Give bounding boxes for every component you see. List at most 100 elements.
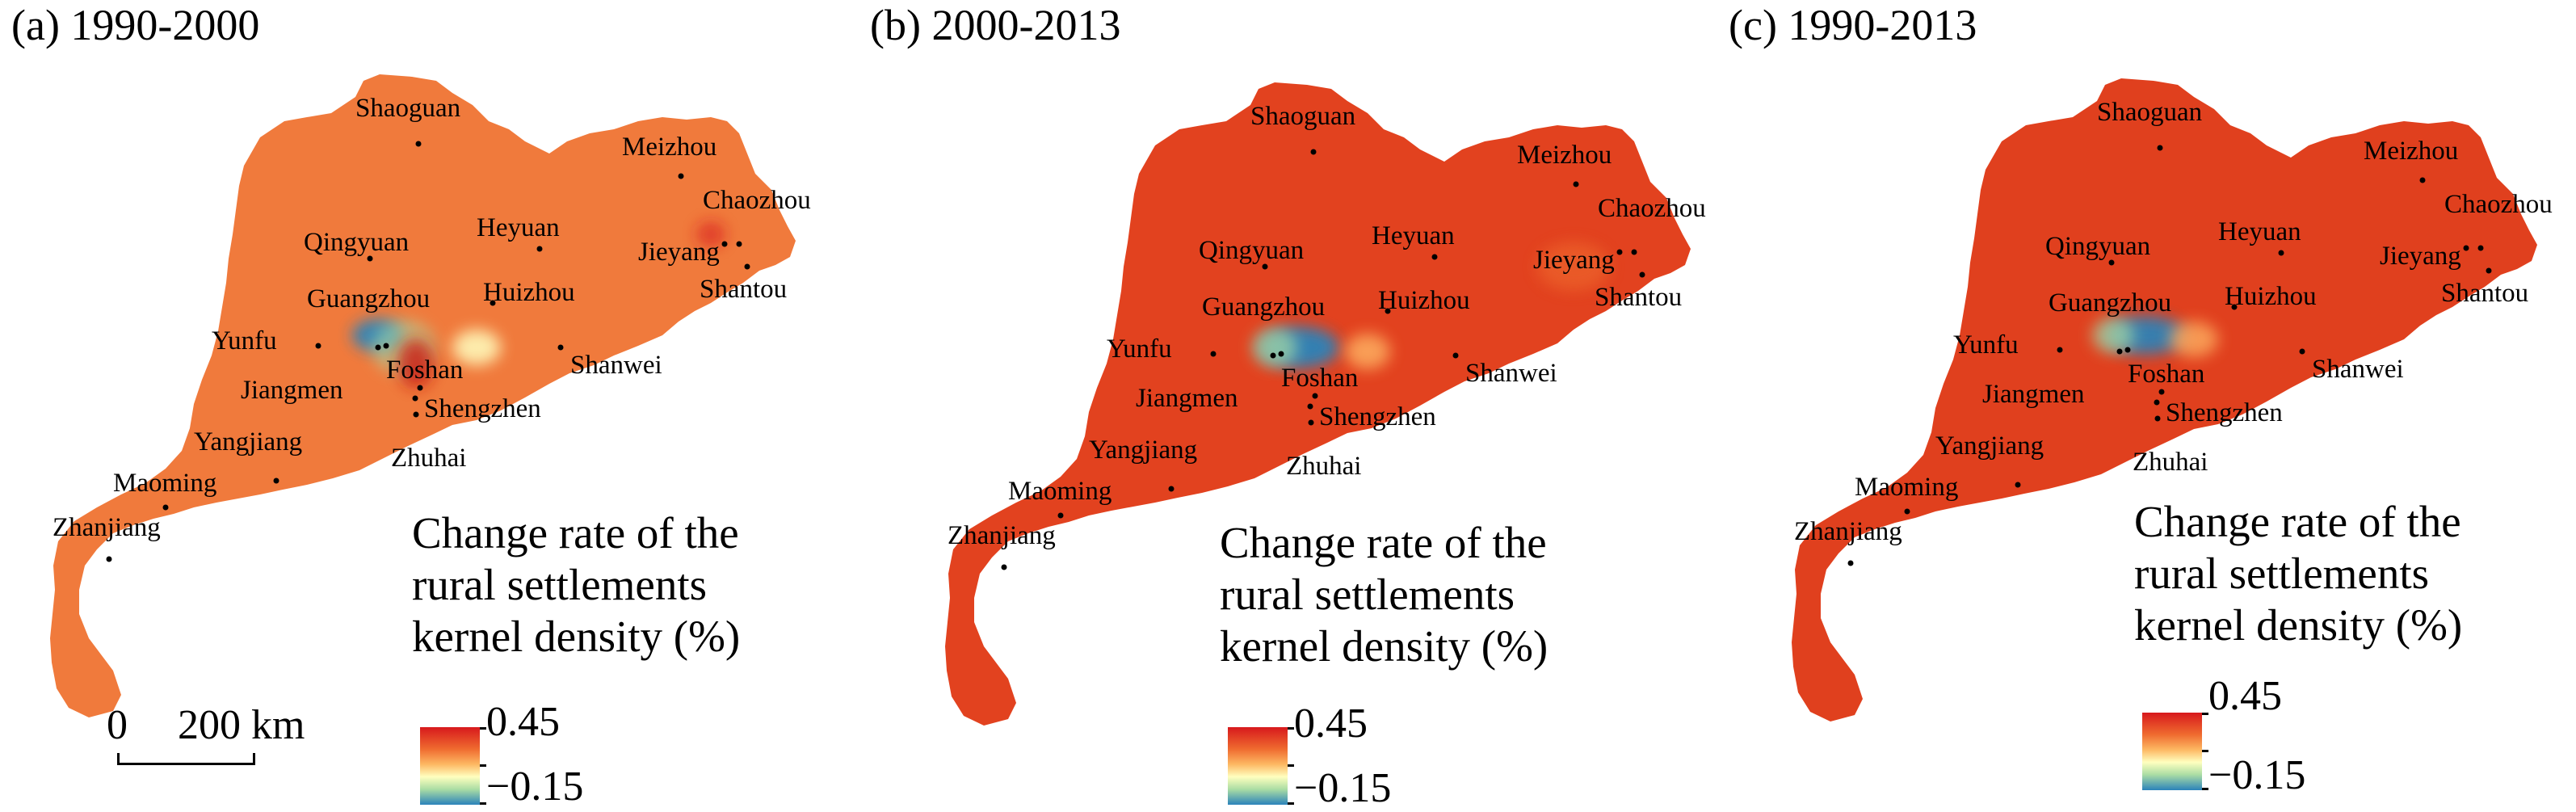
panel-a: (a) 1990-2000 Shaoguan Meizhou Chaozhou Hey… bbox=[0, 0, 859, 810]
city-point-heyuan bbox=[2278, 250, 2284, 256]
city-label-shanwei: Shanwei bbox=[2312, 355, 2404, 384]
legend-min-label: −0.15 bbox=[2208, 752, 2306, 798]
panel-c: (c) 1990-2013 Shaoguan Meizhou Chaozhou Hey… bbox=[1717, 0, 2576, 806]
legend-min-label: −0.15 bbox=[486, 764, 584, 810]
panel-title-a: (a) 1990-2000 bbox=[11, 1, 260, 49]
city-point-heyuan bbox=[1431, 254, 1438, 260]
city-label-huizhou: Huizhou bbox=[1378, 286, 1470, 315]
city-point-jiangmen bbox=[1307, 403, 1313, 410]
city-point-foshan bbox=[1270, 352, 1276, 359]
density-map-b: Shaoguan Meizhou Chaozhou Heyuan Qingyuan Jie… bbox=[945, 82, 1706, 726]
city-label-jieyang: Jieyang bbox=[2380, 242, 2461, 271]
legend-tick-min bbox=[1288, 802, 1294, 805]
legend-max-label: 0.45 bbox=[486, 699, 560, 745]
city-label-zhuhai: Zhuhai bbox=[2133, 448, 2208, 477]
city-point-guangzhou bbox=[383, 343, 389, 349]
city-label-guangzhou: Guangzhou bbox=[307, 284, 430, 313]
city-point-meizhou bbox=[1573, 181, 1579, 187]
legend-tick-min bbox=[2202, 788, 2208, 790]
legend-tick-max bbox=[2202, 713, 2208, 715]
city-label-chaozhou: Chaozhou bbox=[703, 186, 811, 215]
city-label-chaozhou: Chaozhou bbox=[1598, 194, 1706, 223]
map-layer: Shaoguan Meizhou Chaozhou Heyuan Qingyuan Jie… bbox=[50, 74, 811, 717]
city-point-maoming bbox=[162, 504, 169, 511]
legend-max-label: 0.45 bbox=[2208, 673, 2282, 719]
city-label-shaoguan: Shaoguan bbox=[1250, 102, 1355, 131]
city-point-guangzhou bbox=[2124, 347, 2131, 353]
scale-zero-label: 0 bbox=[107, 702, 128, 748]
city-label-jieyang: Jieyang bbox=[1533, 246, 1615, 275]
city-point-zhuhai bbox=[413, 411, 419, 418]
city-point-zhanjiang bbox=[1001, 564, 1007, 570]
city-point-chaozhou bbox=[736, 241, 742, 247]
city-label-maoming: Maoming bbox=[1008, 477, 1112, 506]
map-layer: Shaoguan Meizhou Chaozhou Heyuan Qingyuan Jie… bbox=[1792, 78, 2553, 722]
city-label-qingyuan: Qingyuan bbox=[304, 228, 409, 257]
panel-b: (b) 2000-2013 Shaoguan Meizhou Chaozhou Hey… bbox=[859, 0, 1717, 811]
city-label-meizhou: Meizhou bbox=[1517, 141, 1612, 170]
city-label-zhanjiang: Zhanjiang bbox=[948, 521, 1056, 550]
legend-tick-min bbox=[480, 802, 486, 805]
guangdong-region bbox=[1792, 78, 2537, 722]
city-label-huizhou: Huizhou bbox=[2225, 282, 2317, 311]
city-point-chaozhou bbox=[2477, 245, 2484, 251]
city-label-yangjiang: Yangjiang bbox=[1089, 435, 1197, 465]
legend-tick-mid bbox=[480, 764, 486, 767]
legend-tick-mid bbox=[2202, 750, 2208, 752]
city-label-shaoguan: Shaoguan bbox=[2097, 98, 2202, 127]
legend-title-line1: Change rate of the bbox=[412, 508, 739, 557]
city-label-foshan: Foshan bbox=[386, 356, 463, 385]
legend-title-line2: rural settlements bbox=[2134, 549, 2430, 598]
city-label-meizhou: Meizhou bbox=[2364, 137, 2458, 166]
city-point-yangjiang bbox=[2015, 482, 2021, 488]
city-point-qingyuan bbox=[1262, 263, 1268, 270]
color-ramp bbox=[1228, 727, 1288, 805]
city-point-zhuhai bbox=[2154, 415, 2161, 422]
zhuhai-high-density bbox=[398, 339, 434, 388]
city-label-yangjiang: Yangjiang bbox=[194, 427, 302, 456]
chaoshan-moderate-density bbox=[1537, 242, 1610, 291]
density-hotspots bbox=[352, 221, 725, 388]
city-label-qingyuan: Qingyuan bbox=[2045, 232, 2150, 261]
city-label-chaozhou: Chaozhou bbox=[2444, 190, 2553, 219]
legend-tick-max bbox=[1288, 727, 1294, 730]
city-point-yangjiang bbox=[273, 478, 279, 484]
city-point-shantou bbox=[2486, 267, 2492, 274]
city-label-shanwei: Shanwei bbox=[1465, 359, 1557, 388]
legend-title-line3: kernel density (%) bbox=[1220, 621, 1549, 671]
legend-title-line2: rural settlements bbox=[412, 560, 708, 609]
city-label-yunfu: Yunfu bbox=[1953, 330, 2019, 360]
city-point-zhuhai bbox=[1308, 419, 1314, 426]
scale-line bbox=[117, 753, 255, 765]
legend-title-line3: kernel density (%) bbox=[412, 612, 741, 661]
city-label-huizhou: Huizhou bbox=[483, 278, 575, 307]
city-point-yunfu bbox=[1210, 351, 1217, 357]
city-point-shanwei bbox=[1452, 352, 1459, 359]
guangdong-region bbox=[945, 82, 1691, 726]
city-point-maoming bbox=[1904, 508, 1910, 515]
city-label-yangjiang: Yangjiang bbox=[1935, 431, 2044, 461]
city-point-jiangmen bbox=[412, 395, 418, 402]
color-ramp bbox=[2142, 713, 2202, 790]
legend-tick-mid bbox=[1288, 764, 1294, 767]
city-label-shaoguan: Shaoguan bbox=[355, 94, 460, 123]
city-label-shantou: Shantou bbox=[700, 275, 787, 304]
panel-title-b: (b) 2000-2013 bbox=[870, 1, 1121, 49]
city-point-zhanjiang bbox=[106, 556, 112, 562]
city-label-yunfu: Yunfu bbox=[1107, 334, 1172, 364]
city-point-shengzhen bbox=[2158, 389, 2165, 395]
city-point-qingyuan bbox=[367, 255, 373, 262]
legend-title-line1: Change rate of the bbox=[2134, 497, 2461, 546]
legend-max-label: 0.45 bbox=[1294, 701, 1368, 747]
city-point-shanwei bbox=[2299, 348, 2305, 355]
legend-tick-max bbox=[480, 727, 486, 730]
dongguan-moderate-density bbox=[2170, 322, 2218, 357]
city-label-guangzhou: Guangzhou bbox=[1202, 292, 1325, 322]
city-point-huizhou bbox=[1385, 308, 1391, 314]
city-label-zhanjiang: Zhanjiang bbox=[1794, 517, 1902, 546]
city-point-shaoguan bbox=[2157, 145, 2163, 151]
legend-title-line1: Change rate of the bbox=[1220, 518, 1547, 567]
panel-title-c: (c) 1990-2013 bbox=[1729, 1, 1977, 49]
city-label-shantou: Shantou bbox=[1595, 283, 1682, 312]
city-label-heyuan: Heyuan bbox=[2218, 217, 2301, 246]
